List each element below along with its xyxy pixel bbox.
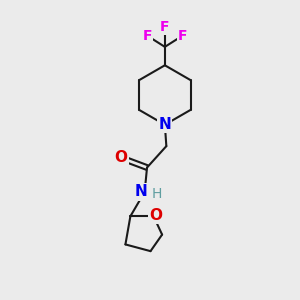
Text: O: O [149, 208, 162, 223]
Text: N: N [158, 117, 171, 132]
Text: F: F [160, 20, 170, 34]
Text: F: F [178, 28, 188, 43]
Text: N: N [135, 184, 148, 200]
Text: H: H [152, 187, 162, 201]
Text: O: O [115, 150, 128, 165]
Text: F: F [142, 28, 152, 43]
